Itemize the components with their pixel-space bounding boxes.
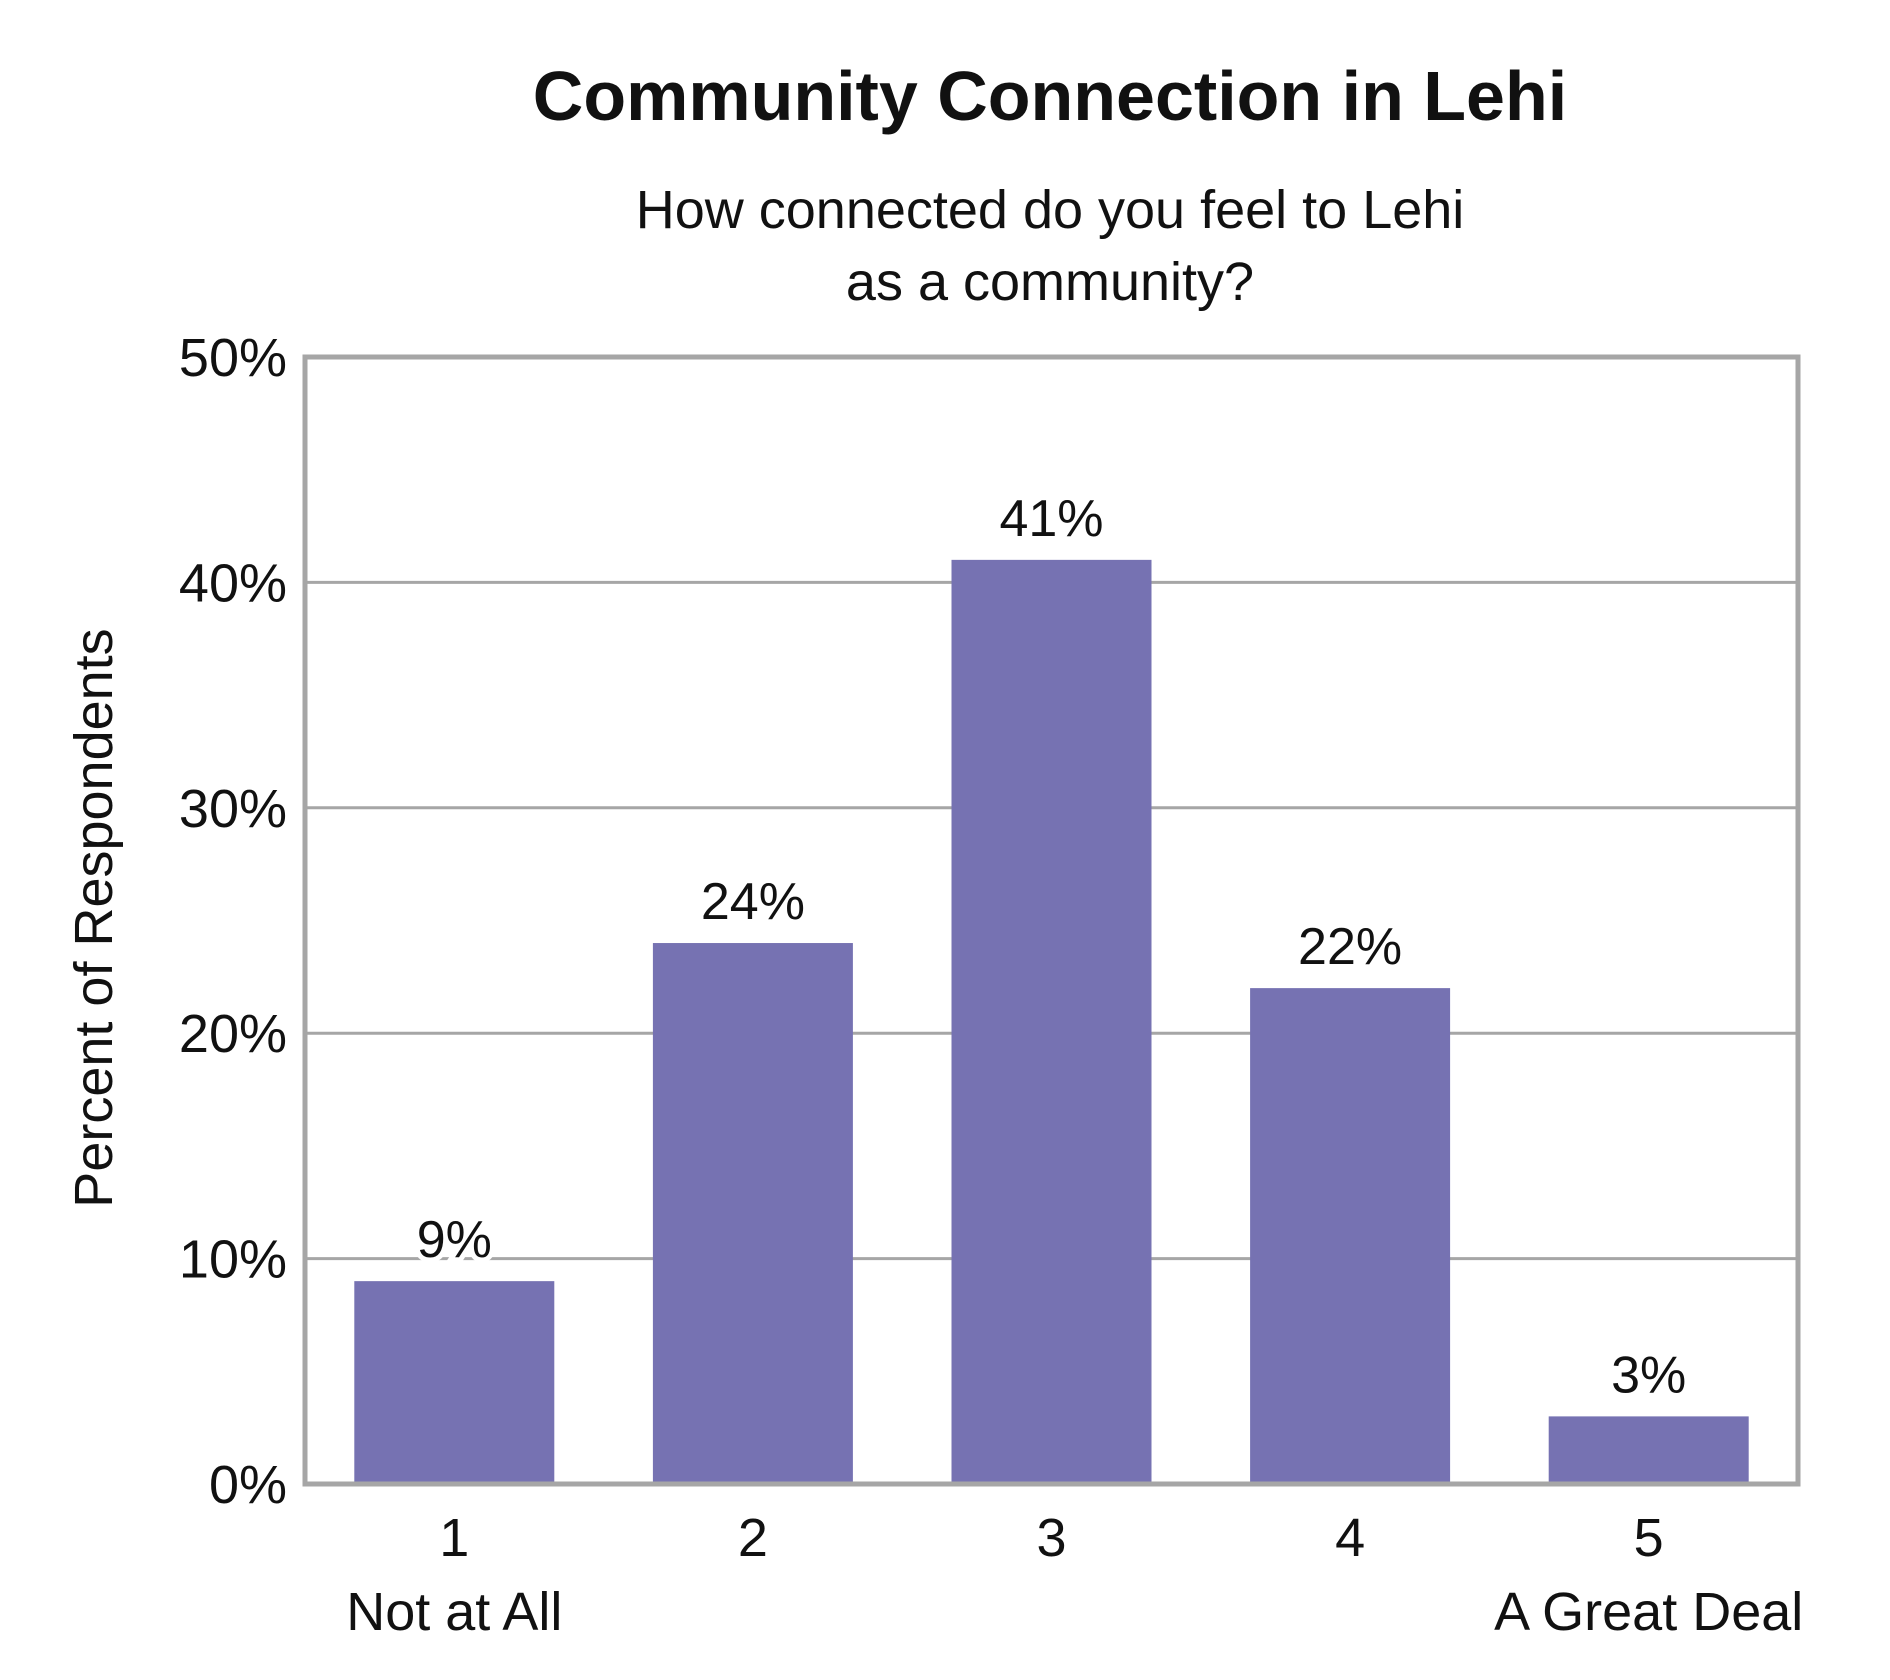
data-labels: 9% 24% 41% 22% 3% xyxy=(412,485,1692,1410)
x-axis-ticks: 1 Not at All 2 3 4 5 A Great Deal xyxy=(346,1508,1803,1642)
bar xyxy=(951,559,1152,1484)
x-tick-label: 1 xyxy=(439,1508,469,1568)
y-axis-ticks: 0% 10% 20% 30% 40% 50% xyxy=(179,328,287,1515)
y-axis-label: Percent of Respondents xyxy=(64,628,124,1207)
x-tick-label: 3 xyxy=(1036,1508,1066,1568)
chart-subtitle-line-1: How connected do you feel to Lehi xyxy=(636,180,1465,240)
chart-subtitle-line-2: as a community? xyxy=(846,252,1254,312)
data-label: 3% xyxy=(1611,1346,1686,1404)
x-category-sublabel: A Great Deal xyxy=(1494,1582,1803,1642)
data-label: 9% xyxy=(417,1211,492,1269)
y-tick-label: 50% xyxy=(179,328,287,388)
bar xyxy=(1548,1416,1749,1484)
plot-frame xyxy=(302,354,1801,1487)
y-tick-label: 10% xyxy=(179,1230,287,1290)
bar xyxy=(1250,988,1451,1484)
plot-border xyxy=(302,354,1801,1487)
data-label: 24% xyxy=(701,873,805,931)
y-tick-label: 40% xyxy=(179,553,287,613)
chart-title: Community Connection in Lehi xyxy=(533,57,1567,135)
x-tick-label: 2 xyxy=(738,1508,768,1568)
x-tick-label: 4 xyxy=(1335,1508,1365,1568)
x-tick-label: 5 xyxy=(1634,1508,1664,1568)
data-label: 41% xyxy=(999,490,1103,548)
bar xyxy=(652,943,853,1484)
bar xyxy=(354,1281,555,1484)
bars xyxy=(354,559,1749,1484)
y-tick-label: 20% xyxy=(179,1004,287,1064)
y-tick-label: 0% xyxy=(209,1455,287,1515)
x-category-sublabel: Not at All xyxy=(346,1582,562,1642)
y-tick-label: 30% xyxy=(179,779,287,839)
data-label: 22% xyxy=(1298,918,1402,976)
